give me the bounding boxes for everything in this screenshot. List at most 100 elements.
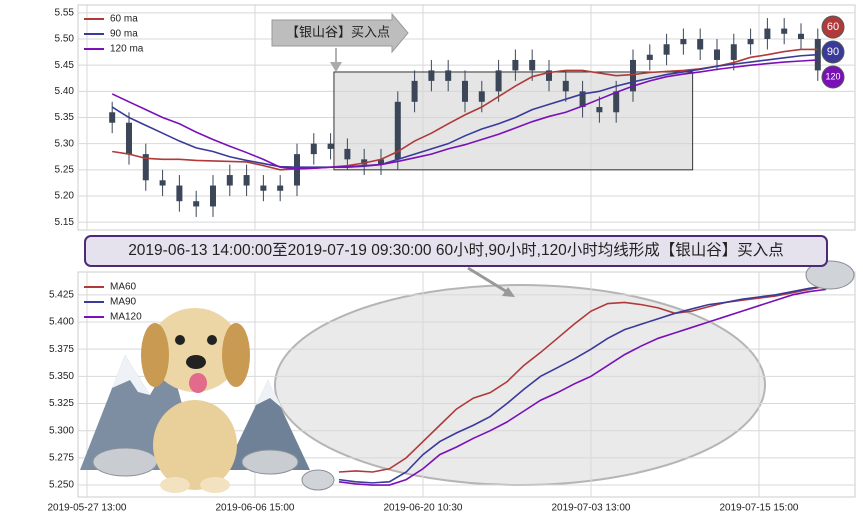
arrow-head [502,287,515,297]
ma-line [111,53,818,169]
candle-body [142,154,149,181]
candle-body [461,80,468,102]
y-tick-label: 5.40 [55,86,75,97]
candle-body [327,143,334,149]
candle-body [512,59,519,71]
candle-body [159,180,166,186]
ingot [301,469,335,491]
candle-body [646,54,653,60]
candle-body [545,70,552,81]
y-tick-label: 5.20 [55,191,75,202]
legend-label: 90 ma [110,29,138,40]
dog-ear [222,323,250,387]
x-tick-label: 2019-06-06 15:00 [216,503,295,514]
y-tick-label: 5.35 [55,112,75,123]
candle-body [344,148,351,160]
ma-line [338,288,827,486]
candle-body [529,59,536,71]
legend-label: 60 ma [110,14,138,25]
dog-tongue [189,373,207,393]
badge [821,15,845,39]
legend-label: MA120 [110,312,142,323]
arrow [467,266,513,297]
decoration [274,284,766,486]
ma-line [111,59,818,170]
y-tick-label: 5.275 [49,453,74,464]
annotation: 【银山谷】买入点 [286,24,390,39]
legend-label: MA60 [110,282,137,293]
candle-body [747,39,754,45]
y-tick-label: 5.425 [49,289,74,300]
y-tick-label: 5.250 [49,480,74,491]
candle-body [730,44,737,60]
dog-paw [160,477,190,493]
y-tick-label: 5.300 [49,425,74,436]
badge-label: 60 [827,21,839,33]
dog-eye [175,335,185,345]
ma-line [338,285,827,484]
candle-body [629,59,636,92]
candle-body [613,91,620,113]
candle-body [579,91,586,108]
candle-body [680,39,687,45]
ingot [92,447,158,477]
y-tick-label: 5.325 [49,398,74,409]
legend-label: MA90 [110,297,137,308]
caption-box [84,235,828,267]
candle-body [361,159,368,165]
legend-label: 120 ma [110,44,144,55]
snow [256,380,282,408]
arrow-head [330,62,342,72]
candle-body [310,143,317,155]
candle-body [109,112,116,123]
dog-head [150,308,240,392]
y-tick-label: 5.15 [55,217,75,228]
candle-body [293,154,300,186]
dog-ear [141,323,169,387]
pattern-ellipse [274,284,766,486]
mountain [225,380,310,470]
candle-body [445,70,452,81]
decoration: 【银山谷】买入点 2019-06-13 14:00:00至2019-07-19 … [80,12,855,493]
candle-body [125,122,132,155]
badge-label: 120 [825,71,840,81]
badge [821,65,845,89]
y-tick-label: 5.25 [55,164,75,175]
candle-body [176,185,183,202]
candle-body [243,175,250,186]
ma-line [338,285,827,473]
y-tick-label: 5.30 [55,138,75,149]
candle-body [596,107,603,113]
x-tick-label: 2019-07-03 13:00 [552,503,631,514]
plot-layer: 5.15 5.20 5.25 5.30 5.35 5.40 5.45 5.50 5.55 60 m… [48,5,855,514]
y-tick-label: 5.45 [55,60,75,71]
candle-body [713,49,720,60]
annotation-box [271,12,409,54]
candle-body [495,70,502,92]
badge [821,40,845,64]
y-tick-label: 5.350 [49,371,74,382]
candle-body [193,201,200,207]
candle-body [478,91,485,102]
snow [112,355,150,395]
dog-body [153,400,237,490]
candle-body [394,101,401,160]
dog-paw [200,477,230,493]
candle-body [697,39,704,50]
candle-body [411,80,418,102]
candle-body [260,185,267,191]
y-tick-label: 5.50 [55,34,75,45]
candle-body [226,175,233,186]
candle-body [764,28,771,40]
x-tick-label: 2019-06-20 10:30 [384,503,463,514]
dog-eye [207,335,217,345]
ingot [241,449,299,475]
caption: 2019-06-13 14:00:00至2019-07-19 09:30:00 … [128,241,784,259]
candle-body [277,185,284,191]
candle-body [797,33,804,40]
candle-body [428,70,435,81]
ingot [805,260,855,290]
candle-body [562,80,569,92]
x-tick-label: 2019-05-27 13:00 [48,503,127,514]
